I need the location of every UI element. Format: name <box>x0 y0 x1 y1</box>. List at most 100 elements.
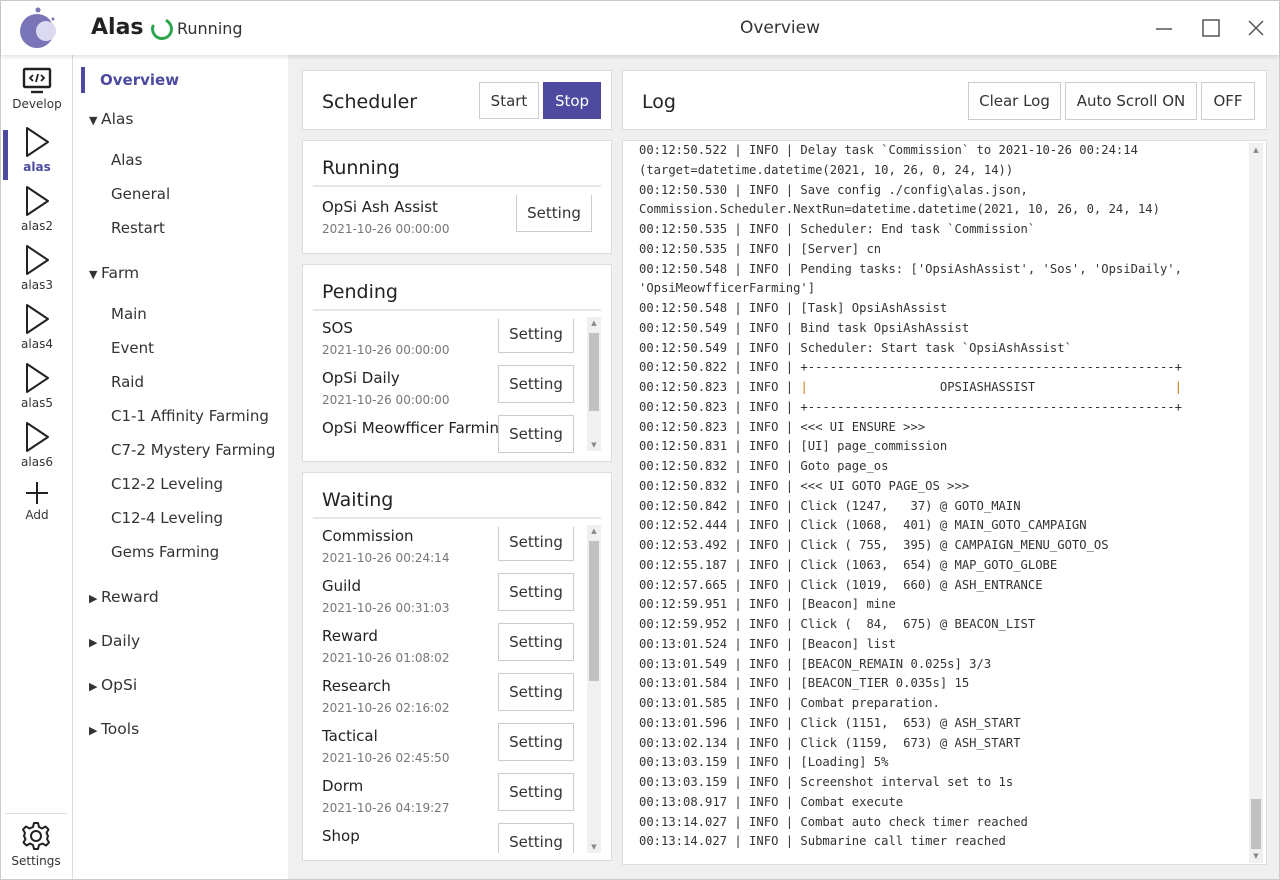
pending-scrollbar[interactable]: ▲ ▼ <box>587 317 601 451</box>
task-setting-button[interactable]: Setting <box>498 723 574 761</box>
nav-group-label: Farm <box>100 264 140 282</box>
log-line: Commission.Scheduler.NextRun=datetime.da… <box>639 202 1160 217</box>
task-setting-button[interactable]: Setting <box>498 673 574 711</box>
task-setting-button[interactable]: Setting <box>498 319 574 353</box>
task-setting-button[interactable]: Setting <box>498 623 574 661</box>
log-line: 00:12:50.548 | INFO | Pending tasks: ['O… <box>639 261 1182 276</box>
log-line: 00:12:50.842 | INFO | Click (1247, 37) @… <box>639 498 1021 513</box>
instance-add[interactable]: Add <box>1 476 73 536</box>
nav-group-daily[interactable]: ▶ Daily <box>89 632 140 650</box>
play-icon <box>1 185 73 217</box>
pending-card: Pending SOS 2021-10-26 00:00:00 Setting OpS… <box>302 264 612 462</box>
task-item: Commission 2021-10-26 00:24:14 Setting <box>322 527 582 577</box>
log-line: (target=datetime.datetime(2021, 10, 26, … <box>639 162 1014 177</box>
nav-item[interactable]: Gems Farming <box>111 543 220 561</box>
log-line: 00:12:50.823 | INFO | +-----------------… <box>639 399 1182 414</box>
task-name: Research <box>322 677 391 695</box>
log-line: 00:12:50.549 | INFO | Scheduler: Start t… <box>639 340 1072 355</box>
nav-group-tools[interactable]: ▶ Tools <box>89 720 139 738</box>
instance-alas5[interactable]: alas5 <box>1 358 73 418</box>
task-setting-button[interactable]: Setting <box>498 415 574 453</box>
instance-label: alas5 <box>21 396 53 410</box>
nav-group-reward[interactable]: ▶ Reward <box>89 588 159 606</box>
log-line: 'OpsiMeowfficerFarming'] <box>639 281 816 296</box>
caret-right-icon: ▶ <box>89 724 101 737</box>
log-line: 00:13:03.159 | INFO | [Loading] 5% <box>639 755 889 770</box>
task-item: Research 2021-10-26 02:16:02 Setting <box>322 673 582 727</box>
nav-group-opsi[interactable]: ▶ OpSi <box>89 676 137 694</box>
caret-down-icon: ▼ <box>89 114 101 127</box>
waiting-scrollbar[interactable]: ▲ ▼ <box>587 525 601 853</box>
nav-item[interactable]: Raid <box>111 373 144 391</box>
monitor-code-icon <box>1 67 73 95</box>
task-name: OpSi Meowfficer Farming <box>322 419 509 437</box>
start-button[interactable]: Start <box>479 82 539 119</box>
gear-icon <box>22 822 50 850</box>
settings-button[interactable]: Settings <box>5 813 67 877</box>
waiting-card: Waiting Commission 2021-10-26 00:24:14 Set… <box>302 472 612 861</box>
plus-icon <box>1 480 73 506</box>
instance-label: alas <box>23 160 51 174</box>
stop-button[interactable]: Stop <box>543 82 601 119</box>
auto-scroll-off-button[interactable]: OFF <box>1201 82 1255 120</box>
nav-item[interactable]: C12-4 Leveling <box>111 509 224 527</box>
instance-alas4[interactable]: alas4 <box>1 299 73 359</box>
instance-alas3[interactable]: alas3 <box>1 240 73 300</box>
task-setting-button[interactable]: Setting <box>498 527 574 561</box>
task-setting-button[interactable]: Setting <box>516 195 592 232</box>
task-item: Guild 2021-10-26 00:31:03 Setting <box>322 573 582 627</box>
task-setting-button[interactable]: Setting <box>498 773 574 811</box>
instance-alas[interactable]: alas <box>1 122 73 182</box>
nav-group-alas[interactable]: ▼ Alas <box>89 110 133 128</box>
nav-item[interactable]: C7-2 Mystery Farming <box>111 441 276 459</box>
task-name: Dorm <box>322 777 364 795</box>
auto-scroll-on-button[interactable]: Auto Scroll ON <box>1065 82 1197 120</box>
task-name: SOS <box>322 319 353 337</box>
app-title: Alas <box>91 15 144 40</box>
caret-right-icon: ▶ <box>89 636 101 649</box>
log-line: 00:12:57.665 | INFO | Click (1019, 660) … <box>639 577 1043 592</box>
nav-item[interactable]: Alas <box>111 151 143 169</box>
play-icon <box>1 362 73 394</box>
play-icon <box>1 303 73 335</box>
log-line: 00:12:50.535 | INFO | Scheduler: End tas… <box>639 222 1036 236</box>
clear-log-button[interactable]: Clear Log <box>968 82 1061 120</box>
instance-alas2[interactable]: alas2 <box>1 181 73 241</box>
task-setting-button[interactable]: Setting <box>498 573 574 611</box>
log-line: 00:13:01.596 | INFO | Click (1151, 653) … <box>639 715 1021 730</box>
task-next-run: 2021-10-26 02:16:02 <box>322 701 450 715</box>
scheduler-card: Scheduler Start Stop <box>302 70 612 130</box>
nav-item[interactable]: Main <box>111 305 147 323</box>
alas-logo <box>20 7 56 48</box>
task-next-run: 2021-10-26 00:24:14 <box>322 551 450 565</box>
log-scrollbar[interactable]: ▲ ▼ <box>1249 143 1263 863</box>
task-name: OpSi Ash Assist <box>322 198 438 216</box>
caret-right-icon: ▶ <box>89 680 101 693</box>
nav-item[interactable]: C1-1 Affinity Farming <box>111 407 269 425</box>
task-setting-button[interactable]: Setting <box>498 365 574 403</box>
log-title: Log <box>642 91 676 113</box>
task-setting-button[interactable]: Setting <box>498 823 574 853</box>
task-item: Tactical 2021-10-26 02:45:50 Setting <box>322 723 582 777</box>
nav-overview[interactable]: Overview <box>81 67 179 93</box>
title-bar: Alas Running Overview <box>1 1 1279 55</box>
instance-alas6[interactable]: alas6 <box>1 417 73 477</box>
task-name: OpSi Daily <box>322 369 400 387</box>
log-line: 00:13:03.159 | INFO | Screenshot interva… <box>639 775 1014 789</box>
log-line: 00:12:50.823 | INFO | | OPSIASHASSIST | <box>639 380 1182 394</box>
nav-group-farm[interactable]: ▼ Farm <box>89 264 139 282</box>
nav-item[interactable]: Restart <box>111 219 165 237</box>
running-card: Running OpSi Ash Assist 2021-10-26 00:00:… <box>302 140 612 254</box>
waiting-title: Waiting <box>322 489 394 511</box>
log-line: 00:13:01.584 | INFO | [BEACON_TIER 0.035… <box>639 676 970 691</box>
nav-item[interactable]: C12-2 Leveling <box>111 475 224 493</box>
task-item: Dorm 2021-10-26 04:19:27 Setting <box>322 773 582 827</box>
maximize-button[interactable] <box>1198 15 1224 41</box>
nav-item[interactable]: General <box>111 185 171 203</box>
close-button[interactable] <box>1243 15 1269 41</box>
nav-group-label: Daily <box>100 632 141 650</box>
log-line: 00:12:50.530 | INFO | Save config ./conf… <box>639 182 1028 197</box>
minimize-button[interactable] <box>1151 15 1177 41</box>
instance-develop[interactable]: Develop <box>1 63 73 123</box>
nav-item[interactable]: Event <box>111 339 154 357</box>
